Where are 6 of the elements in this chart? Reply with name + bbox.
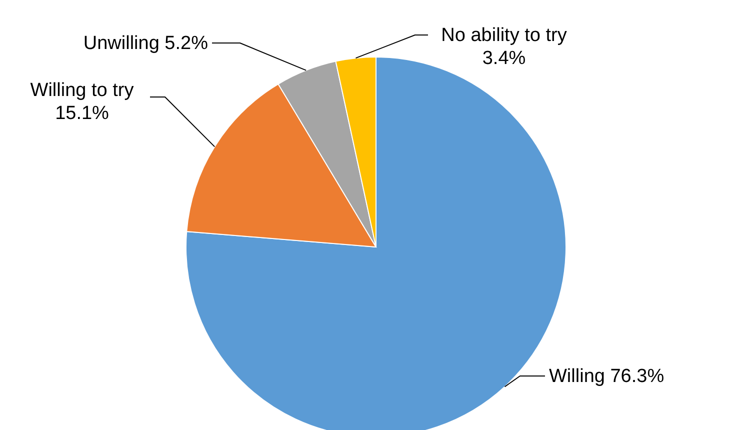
slice-label: No ability to try xyxy=(441,25,568,46)
data-label: 15.1% xyxy=(55,103,110,124)
slice-label: Willing to try xyxy=(30,80,134,101)
data-label: 3.4% xyxy=(482,48,526,69)
slice-label: Unwilling 5.2% xyxy=(83,33,208,54)
slice-label: Willing 76.3% xyxy=(549,366,664,387)
